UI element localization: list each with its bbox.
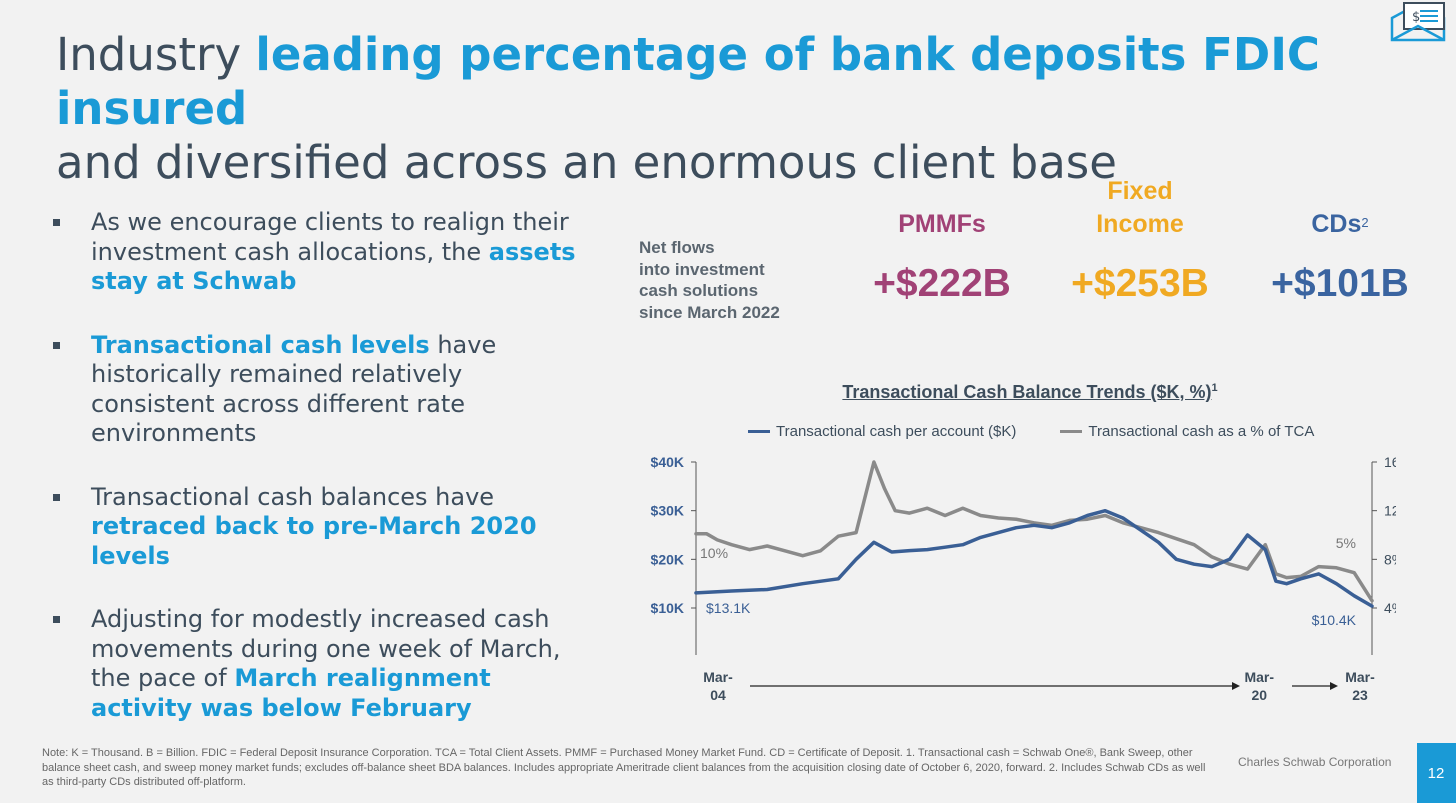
legend-swatch-gray [1060,430,1083,433]
bullet-segment: Adjusting for modestly increased cash mo… [91,605,561,692]
x-tick-label: 04 [710,687,726,703]
chart-title: Transactional Cash Balance Trends ($K, %… [780,382,1280,403]
x-tick-label: Mar- [1244,669,1274,685]
y-tick-label-right: 16% [1384,454,1396,470]
chart-title-text: Transactional Cash Balance Trends ($K, %… [842,382,1212,402]
bullet-item: As we encourage clients to realign their… [50,208,590,297]
svg-text:$: $ [1412,10,1420,25]
net-flows-line: since March 2022 [639,302,780,322]
cds-footnote-ref: 2 [1361,215,1369,230]
bullet-segment: As we encourage clients to realign their… [91,208,569,266]
legend-label-gray: Transactional cash as a % of TCA [1088,423,1315,440]
net-flows-line: cash solutions [639,281,759,300]
y-tick-label-right: 8% [1384,551,1396,567]
y-tick-label-left: $10K [651,600,684,616]
legend-swatch-blue [748,430,770,433]
net-flows-line: Net flows [639,238,715,257]
page-title: Industry leading percentage of bank depo… [56,28,1386,190]
bullet-list: As we encourage clients to realign their… [50,208,590,757]
fixed-income-label-1: Fixed [1107,177,1173,205]
chart-title-footnote-ref: 1 [1211,382,1218,394]
bullet-segment: have historically remained relatively co… [91,330,497,448]
cds-value: +$101B [1271,262,1409,305]
pmmf-flow: PMMFs +$222B [850,208,1034,307]
line-chart: $40K $30K $20K $10K 16% 12% 8% 4% $13.1K 10% $10.4… [651,454,1396,703]
chart-legend: Transactional cash per account ($K) Tran… [748,423,1368,440]
bullet-text: Transactional cash balances have retrace… [91,483,590,572]
legend-label-blue: Transactional cash per account ($K) [776,423,1017,440]
y-tick-label-left: $40K [651,454,684,470]
x-tick-label: Mar- [1345,669,1375,685]
net-flows-line: into investment [639,259,765,279]
bullet-item: Transactional cash balances have retrace… [50,483,590,572]
net-flows-label: Net flows into investment cash solutions… [639,237,819,323]
bullet-highlight: retraced back to pre-March 2020 levels [91,512,537,570]
cds-flow: CDs2 +$101B [1250,208,1430,307]
series-line-cash-per-account [694,508,1374,608]
pmmf-value: +$222B [873,262,1011,305]
bullet-item: Transactional cash levels have historica… [50,331,590,449]
bullet-text: As we encourage clients to realign their… [91,208,590,297]
y-tick-label-left: $30K [651,503,684,519]
x-tick-label: Mar- [703,669,733,685]
legend-item-gray: Transactional cash as a % of TCA [1060,423,1314,440]
bullet-highlight: assets stay at Schwab [91,237,576,296]
bullet-text: Adjusting for modestly increased cash mo… [91,605,590,723]
arrow-head-icon [1232,682,1240,690]
cds-label-text: CDs [1311,210,1362,238]
annotation-start-right: 10% [700,545,728,561]
page-number: 12 [1417,743,1456,803]
series-line-cash-pct-tca [694,460,1374,603]
annotation-start-left: $13.1K [706,600,751,616]
bullet-segment: Transactional cash balances have [91,482,495,511]
y-tick-label-left: $20K [651,551,684,567]
pmmf-label: PMMFs [898,210,986,238]
bullet-marker [53,493,60,501]
footnote: Note: K = Thousand. B = Billion. FDIC = … [42,747,1206,788]
annotation-end-left: $10.4K [1312,612,1357,628]
x-tick-label: 20 [1251,687,1267,703]
bullet-text: Transactional cash levels have historica… [91,331,590,449]
fixed-income-flow: Fixed Income +$253B [1050,175,1230,307]
company-name: Charles Schwab Corporation [1238,755,1392,769]
dollar-document-icon: $ [1390,2,1446,42]
fixed-income-label-2: Income [1096,210,1184,238]
bullet-highlight: Transactional cash levels [91,330,430,359]
title-highlight: leading percentage of bank deposits FDIC… [56,28,1320,135]
y-tick-label-right: 12% [1384,503,1396,519]
y-tick-label-right: 4% [1384,600,1396,616]
title-part1: Industry [56,28,256,81]
bullet-item: Adjusting for modestly increased cash mo… [50,605,590,723]
title-part2: and diversified across an enormous clien… [56,136,1117,189]
arrow-head-icon [1330,682,1338,690]
cds-label: CDs2 [1250,208,1430,241]
fixed-income-value: +$253B [1071,262,1209,305]
bullet-marker [53,616,60,623]
bullet-highlight: March realignment activity was below Feb… [91,664,491,722]
annotation-end-right: 5% [1336,535,1356,551]
bullet-marker [53,219,60,226]
legend-item-blue: Transactional cash per account ($K) [748,423,1016,440]
bullet-marker [53,341,60,349]
x-tick-label: 23 [1352,687,1368,703]
